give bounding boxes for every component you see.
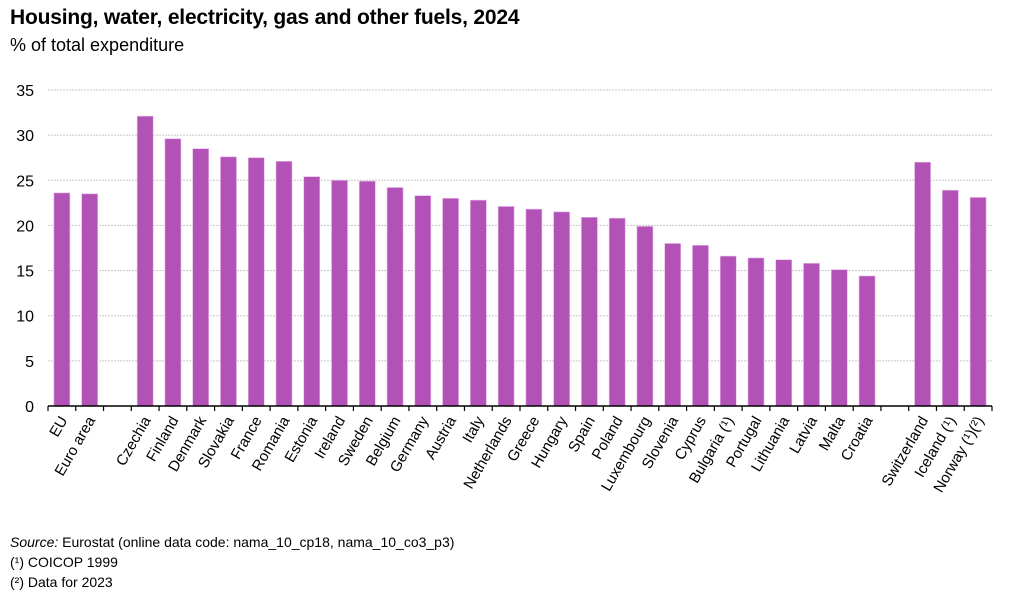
bar xyxy=(358,180,376,407)
bar xyxy=(553,211,570,407)
source-label: Source: xyxy=(10,534,59,550)
bar xyxy=(220,156,237,407)
chart-subtitle: % of total expenditure xyxy=(10,35,185,55)
chart-title: Housing, water, electricity, gas and oth… xyxy=(10,6,520,29)
bar xyxy=(247,157,265,407)
bar xyxy=(942,189,959,407)
x-axis xyxy=(47,405,993,411)
bar xyxy=(636,226,654,407)
bar xyxy=(331,179,348,407)
bar xyxy=(136,115,154,407)
bar xyxy=(747,257,765,407)
footnote-1: (¹) COICOP 1999 xyxy=(10,554,118,570)
x-tick-label: Latvia xyxy=(786,413,821,457)
bar xyxy=(164,138,182,407)
bar xyxy=(664,243,682,407)
bar xyxy=(692,244,709,407)
bar xyxy=(192,148,210,407)
source-line: Source: Eurostat (online data code: nama… xyxy=(10,532,454,552)
bar xyxy=(803,263,820,407)
y-tick-label: 25 xyxy=(16,173,34,190)
bar xyxy=(275,161,293,407)
bar xyxy=(53,192,71,407)
x-tick-label: Italy xyxy=(459,413,488,446)
bar xyxy=(719,255,737,407)
bar xyxy=(470,199,487,407)
y-tick-label: 35 xyxy=(16,83,34,100)
bar xyxy=(81,193,98,407)
footnote-2: (²) Data for 2023 xyxy=(10,574,113,590)
bar xyxy=(914,161,931,407)
bar xyxy=(497,206,515,407)
bar xyxy=(442,198,459,407)
bar xyxy=(858,275,876,407)
bar xyxy=(303,176,321,407)
bar xyxy=(775,259,793,407)
y-tick-label: 30 xyxy=(16,128,34,145)
bar xyxy=(830,269,848,407)
bar xyxy=(414,195,432,407)
chart-footer: Source: Eurostat (online data code: nama… xyxy=(10,532,454,592)
x-tick-label: EU xyxy=(46,414,71,441)
y-tick-label: 15 xyxy=(16,264,34,281)
y-tick-label: 20 xyxy=(16,218,34,235)
source-text: Eurostat (online data code: nama_10_cp18… xyxy=(58,534,455,550)
bar xyxy=(581,217,598,407)
bars xyxy=(53,115,987,407)
bar xyxy=(525,208,543,407)
gridlines xyxy=(48,89,992,362)
y-axis-ticks: 0 5 10 15 20 25 30 35 xyxy=(16,83,34,416)
bar xyxy=(969,197,987,407)
y-tick-label: 0 xyxy=(25,399,34,416)
x-tick-label: Czechia xyxy=(113,413,155,469)
y-tick-label: 10 xyxy=(16,309,34,326)
y-tick-label: 5 xyxy=(25,354,34,371)
bar xyxy=(386,187,404,407)
bar xyxy=(608,217,626,407)
